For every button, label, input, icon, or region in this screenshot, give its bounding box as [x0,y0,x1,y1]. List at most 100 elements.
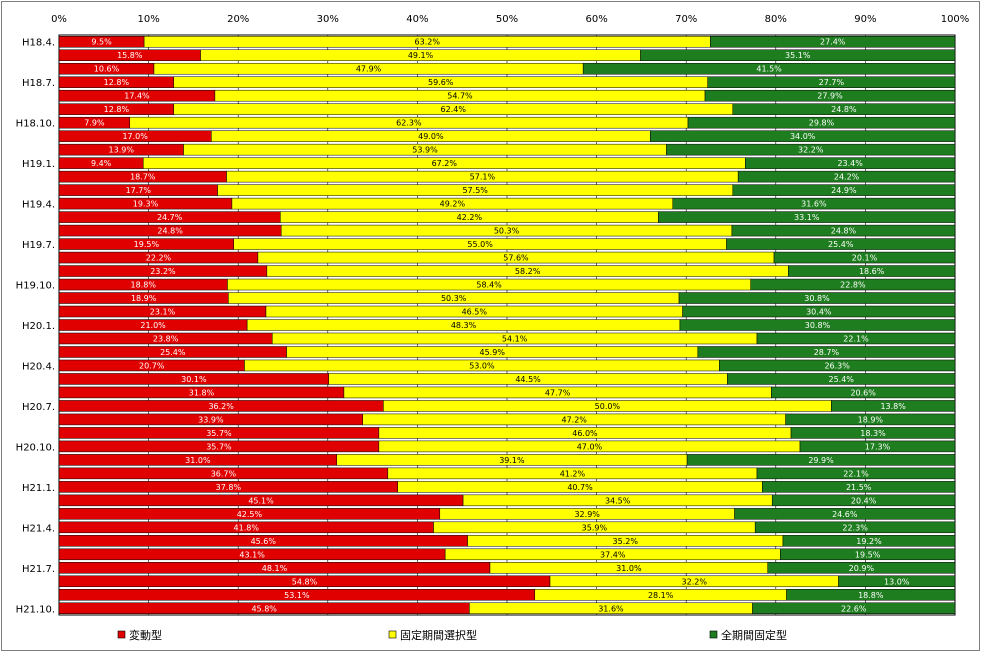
data-label: 35.2% [613,537,639,546]
legend-label: 全期間固定型 [721,628,787,642]
data-label: 31.6% [801,200,827,209]
bar-segment [785,413,956,426]
data-label: 24.8% [157,227,183,236]
data-label: 45.6% [251,537,277,546]
bar-segment [762,481,956,493]
data-label: 30.8% [804,294,830,303]
bar-segment [782,535,956,547]
bar-segment [687,116,956,129]
data-label: 35.7% [206,429,232,438]
data-label: 12.8% [104,78,130,87]
category-label: H19.10. [16,281,55,292]
x-tick-label: 90% [854,14,876,25]
data-label: 53.0% [469,361,495,370]
data-label: 28.1% [648,591,674,600]
data-label: 22.2% [146,254,172,263]
data-label: 9.4% [91,159,112,168]
x-tick-label: 40% [406,14,428,25]
data-label: 47.9% [356,65,382,74]
bar-segment [678,292,956,304]
data-label: 18.3% [860,429,886,438]
bar-segment [686,454,956,466]
bar-segment [727,373,956,385]
category-label: H18.10. [16,119,55,130]
data-label: 37.8% [216,483,242,492]
bar-segment [658,211,956,223]
data-label: 55.0% [467,240,493,249]
category-label: H20.7. [22,402,55,413]
data-label: 30.1% [181,375,207,384]
category-label: H19.4. [22,200,55,211]
bar-segment [707,76,956,88]
data-label: 25.4% [828,240,854,249]
data-label: 43.1% [239,550,265,559]
data-label: 19.5% [134,240,160,249]
data-label: 58.2% [515,267,541,276]
x-tick-label: 20% [227,14,249,25]
data-label: 53.9% [412,146,438,155]
data-label: 42.5% [237,510,263,519]
bar-segment [773,251,956,264]
data-label: 31.8% [189,388,215,397]
data-label: 22.6% [841,604,867,613]
data-label: 49.1% [408,51,434,60]
category-label: H18.4. [22,38,55,49]
data-label: 20.9% [849,564,875,573]
bars: 9.5% 63.2% 27.4% 15.8% 49.1% 35.1% 10.6% 47.9% 4… [58,35,956,615]
data-label: 13.9% [109,146,135,155]
data-label: 47.2% [561,415,587,424]
data-label: 27.9% [817,92,843,101]
data-label: 22.1% [843,334,869,343]
data-label: 62.4% [441,105,467,114]
data-label: 18.6% [859,267,885,276]
data-label: 30.8% [805,321,831,330]
data-label: 57.1% [470,173,496,182]
data-label: 27.4% [820,38,846,47]
bar-segment [767,562,956,574]
data-label: 41.8% [234,523,260,532]
data-label: 45.9% [480,348,506,357]
y-axis-categories: H18.4. H18.7. H18.10. H19.1. H19.4. H19.7. H19… [16,38,55,616]
data-label: 20.4% [851,496,877,505]
category-label: H19.1. [22,159,55,170]
data-label: 42.2% [457,213,483,222]
data-label: 58.4% [476,281,502,290]
data-label: 33.9% [198,415,224,424]
bar-segment [786,589,956,601]
x-tick-label: 50% [496,14,518,25]
data-label: 20.1% [852,254,878,263]
data-label: 41.5% [756,65,782,74]
legend-swatch [709,630,718,639]
data-label: 50.3% [494,227,520,236]
data-label: 47.7% [545,388,571,397]
data-label: 24.6% [832,510,858,519]
data-label: 19.5% [855,550,881,559]
data-label: 67.2% [432,159,458,168]
data-label: 40.7% [567,483,593,492]
data-label: 54.1% [502,334,528,343]
data-label: 62.3% [396,119,422,128]
data-label: 18.9% [858,415,884,424]
data-label: 23.2% [150,267,176,276]
bar-segment [697,346,956,358]
bar-segment [666,143,956,156]
data-label: 24.8% [831,105,857,114]
data-label: 32.9% [574,510,600,519]
data-label: 10.6% [94,65,120,74]
legend-swatch [388,630,397,639]
legend-label: 変動型 [129,628,162,642]
data-label: 24.7% [157,213,183,222]
data-label: 31.6% [598,604,624,613]
data-label: 32.2% [798,146,824,155]
data-label: 9.5% [91,38,112,47]
data-label: 63.2% [415,38,441,47]
data-label: 46.0% [572,429,598,438]
data-label: 31.0% [185,456,211,465]
data-label: 33.1% [794,213,820,222]
bar-segment [838,575,956,588]
data-label: 37.4% [600,550,626,559]
data-label: 17.4% [124,92,150,101]
data-label: 25.4% [828,375,854,384]
x-tick-label: 80% [765,14,787,25]
bar-segment [737,170,956,183]
